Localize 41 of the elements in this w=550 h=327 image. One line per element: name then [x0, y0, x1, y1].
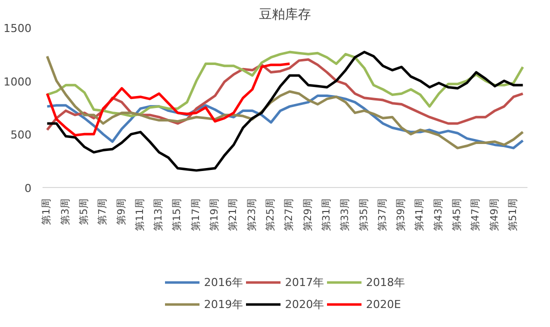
line-series [46, 62, 291, 136]
y-tick-label: 0 [24, 182, 32, 195]
x-tick-label: 第33周 [339, 198, 352, 232]
x-tick-label: 第35周 [358, 198, 370, 232]
x-tick-label: 第51周 [507, 198, 520, 232]
x-tick-label: 第9周 [115, 198, 128, 225]
y-tick-label: 1000 [4, 75, 32, 88]
x-tick-label: 第27周 [283, 198, 296, 232]
x-tick-label: 第49周 [488, 198, 500, 232]
x-tick-label: 第7周 [96, 198, 109, 225]
legend-label: 2019年 [204, 296, 243, 312]
x-tick-label: 第5周 [78, 198, 90, 225]
x-tick-label: 第11周 [134, 198, 146, 232]
x-tick-label: 第37周 [376, 198, 388, 232]
x-tick-label: 第31周 [320, 198, 332, 232]
x-tick-label: 第47周 [470, 198, 482, 232]
line-series [46, 50, 524, 118]
x-tick-label: 第25周 [264, 198, 277, 232]
legend-label: 2020年 [285, 296, 324, 312]
y-tick-label: 500 [10, 128, 32, 142]
x-tick-label: 第21周 [227, 198, 240, 232]
line-series [46, 55, 524, 150]
x-tick-label: 第17周 [190, 198, 202, 232]
legend-label: 2016年 [204, 274, 243, 290]
x-tick-label: 第15周 [171, 198, 184, 232]
chart-title: 豆粕库存 [259, 8, 311, 22]
legend-label: 2017年 [285, 274, 324, 290]
x-tick-label: 第3周 [59, 198, 72, 225]
x-tick-label: 第23周 [246, 198, 258, 232]
x-tick-label: 第29周 [302, 198, 314, 232]
legend-label: 2018年 [366, 274, 405, 290]
x-tick-label: 第19周 [208, 198, 221, 232]
x-tick-label: 第13周 [152, 198, 165, 232]
x-tick-label: 第39周 [395, 198, 408, 232]
line-series [46, 50, 524, 172]
y-tick-label: 1500 [4, 22, 32, 35]
x-tick-label: 第45周 [451, 198, 464, 232]
x-tick-label: 第43周 [432, 198, 444, 232]
x-tick-label: 第1周 [40, 198, 53, 225]
x-tick-label: 第41周 [414, 198, 426, 232]
legend-label: 2020E [366, 298, 401, 311]
